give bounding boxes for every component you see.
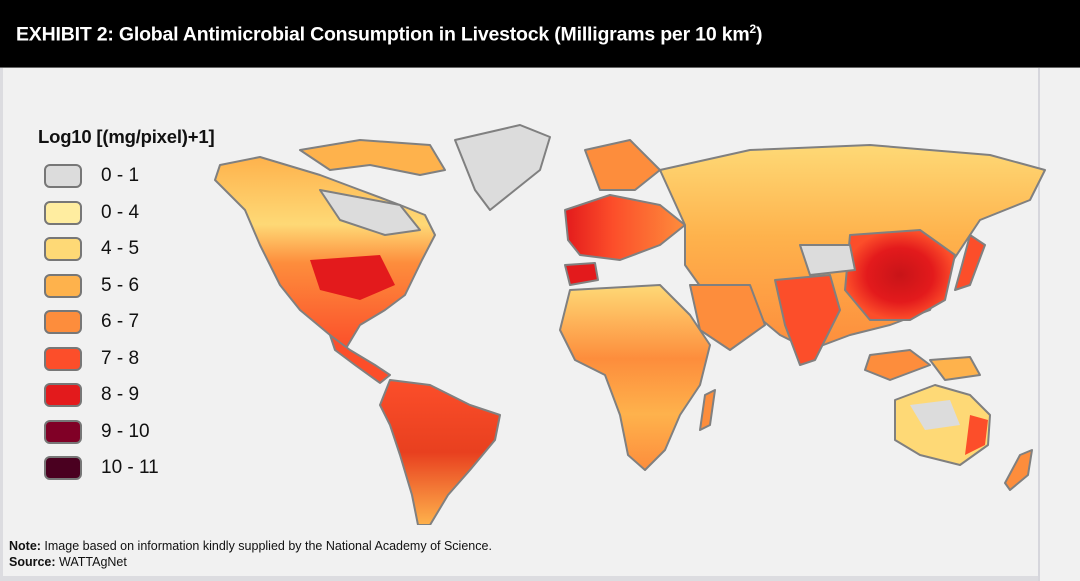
note-line: Note: Image based on information kindly …	[9, 539, 492, 555]
legend-swatch	[44, 237, 82, 262]
legend-title: Log10 [(mg/pixel)+1]	[38, 126, 215, 147]
legend-label: 9 - 10	[101, 420, 150, 442]
title-suffix: )	[755, 23, 763, 46]
legend-item: 0 - 1	[38, 158, 214, 195]
legend-swatch	[44, 273, 82, 298]
footnote: Note: Image based on information kindly …	[9, 539, 492, 570]
legend-item: 10 - 11	[38, 450, 214, 487]
legend-swatch	[44, 200, 82, 225]
source-line: Source: WATTAgNet	[9, 555, 492, 571]
india	[774, 274, 841, 366]
japan	[954, 234, 986, 291]
legend-label: 7 - 8	[101, 347, 140, 369]
legend-label: 6 - 7	[101, 311, 140, 333]
legend-swatch	[44, 164, 82, 189]
greenland	[454, 124, 551, 211]
legend-label: 8 - 9	[101, 384, 140, 406]
legend-swatch	[44, 310, 82, 335]
legend-swatch	[44, 346, 82, 371]
source-label: Source:	[9, 554, 56, 569]
africa	[559, 284, 711, 471]
south-america	[379, 379, 501, 525]
legend-label: 0 - 1	[101, 165, 140, 187]
note-text: Image based on information kindly suppli…	[40, 539, 492, 553]
legend-item: 6 - 7	[38, 304, 214, 341]
legend-label: 10 - 11	[101, 457, 159, 479]
legend-item: 0 - 4	[38, 195, 214, 232]
exhibit-title: EXHIBIT 2: Global Antimicrobial Consumpt…	[16, 22, 762, 47]
legend-item: 8 - 9	[38, 377, 214, 414]
legend-item: 4 - 5	[38, 231, 214, 268]
map-legend: Log10 [(mg/pixel)+1] 0 - 1 0 - 4 4 - 5 5…	[38, 126, 215, 487]
title-text: EXHIBIT 2: Global Antimicrobial Consumpt…	[16, 23, 750, 46]
title-superscript: 2	[749, 22, 756, 36]
source-text: WATTAgNet	[55, 554, 127, 569]
china	[844, 229, 956, 321]
legend-swatch	[44, 383, 82, 408]
legend-label: 0 - 4	[101, 201, 140, 223]
new-zealand	[1004, 449, 1033, 491]
panel-right-edge	[1038, 68, 1080, 581]
north-america	[214, 156, 436, 351]
legend-item: 7 - 8	[38, 341, 214, 378]
legend-item: 9 - 10	[38, 414, 214, 451]
legend-label: 4 - 5	[101, 238, 140, 260]
world-map	[214, 124, 1046, 525]
exhibit-header: EXHIBIT 2: Global Antimicrobial Consumpt…	[0, 0, 1080, 68]
note-label: Note:	[9, 539, 41, 553]
legend-swatch	[44, 419, 82, 444]
legend-label: 5 - 6	[101, 274, 140, 296]
legend-item: 5 - 6	[38, 268, 214, 305]
europe	[564, 194, 686, 261]
legend-swatch	[44, 456, 82, 481]
